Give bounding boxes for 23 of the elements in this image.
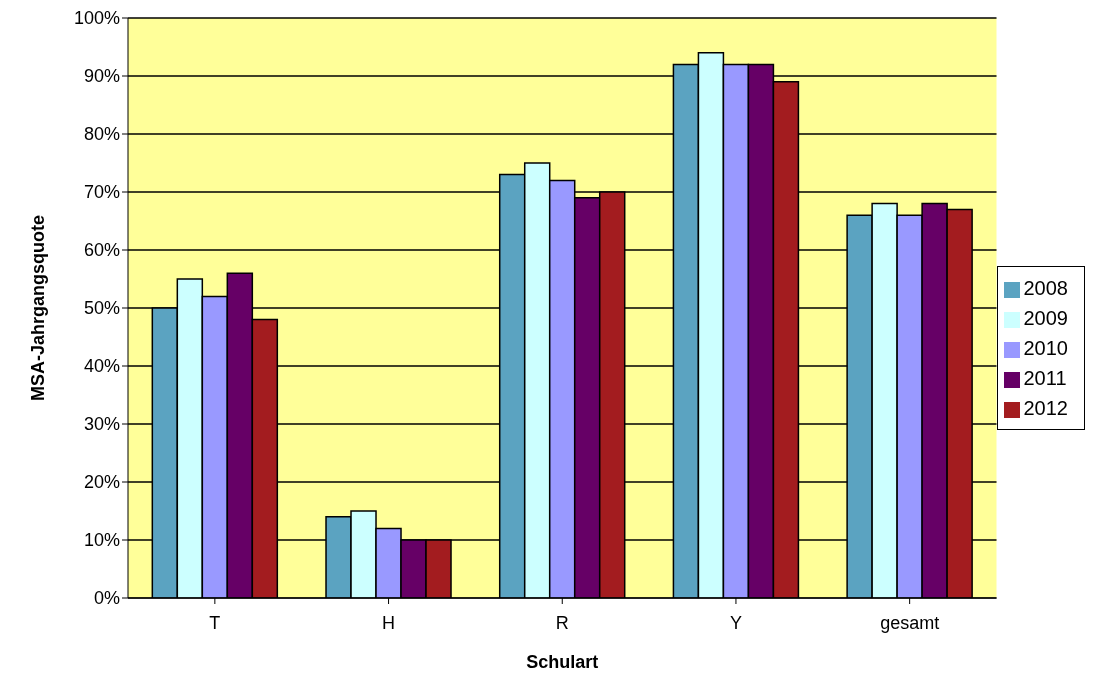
y-tick-label: 50% [83, 298, 120, 319]
legend-label: 2010 [1023, 337, 1068, 359]
x-tick-label: H [382, 612, 396, 633]
x-axis-title: Schulart [526, 652, 599, 672]
x-tick-label: R [555, 612, 569, 633]
x-tick-label: Y [729, 612, 742, 633]
y-axis-title: MSA-Jahrgangsquote [28, 214, 49, 402]
y-tick-label: 30% [83, 414, 120, 435]
y-tick-label: 40% [83, 356, 120, 377]
y-tick-label: 0% [93, 588, 120, 609]
legend-label: 2011 [1023, 367, 1067, 389]
y-tick-label: 80% [83, 124, 120, 145]
legend-label: 2012 [1023, 397, 1068, 419]
y-tick-label: 20% [83, 472, 120, 493]
legend-label: 2008 [1023, 277, 1068, 299]
y-tick-label: 10% [83, 530, 120, 551]
y-tick-label: 100% [73, 8, 120, 29]
x-tick-label: gesamt [880, 612, 940, 633]
legend-label: 2009 [1023, 307, 1068, 329]
y-tick-label: 70% [83, 182, 120, 203]
x-tick-label: T [209, 612, 221, 633]
y-tick-label: 90% [83, 66, 120, 87]
y-tick-label: 60% [83, 240, 120, 261]
